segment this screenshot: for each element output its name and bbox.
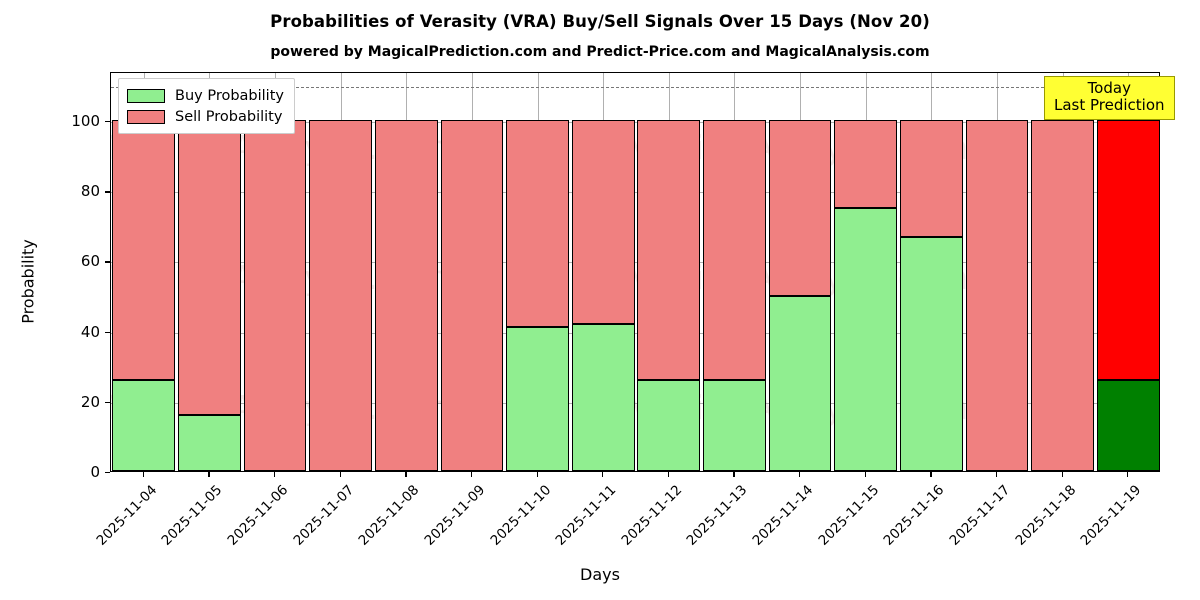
bar-segment-sell[interactable] [440, 120, 504, 471]
bar-group[interactable] [768, 73, 832, 471]
y-tick-label: 60 [80, 252, 100, 271]
bar-group[interactable] [703, 73, 766, 471]
bar-segment-sell[interactable] [768, 120, 832, 296]
x-tick-mark [667, 472, 670, 477]
x-tick-mark [799, 472, 801, 477]
bar-segment-sell[interactable] [374, 120, 438, 471]
chart-legend: Buy Probability Sell Probability [118, 78, 295, 134]
y-tick-mark [105, 121, 110, 123]
x-tick-mark [536, 472, 538, 477]
x-tick-mark [470, 472, 473, 477]
bar-segment-sell[interactable] [1096, 120, 1159, 381]
y-tick-label: 80 [80, 182, 100, 201]
y-tick-mark [105, 472, 110, 474]
x-tick-mark [733, 472, 735, 477]
gridline-horizontal [111, 122, 1159, 124]
bar-group[interactable] [965, 73, 1029, 471]
bar-segment-buy[interactable] [768, 295, 832, 471]
bar-group[interactable] [374, 73, 438, 471]
y-tick-label: 20 [80, 392, 100, 411]
bar-segment-buy[interactable] [637, 380, 701, 471]
y-tick-label: 40 [80, 322, 100, 341]
legend-item-sell[interactable]: Sell Probability [127, 106, 284, 127]
legend-swatch-sell [127, 109, 165, 124]
bar-group[interactable] [309, 73, 372, 471]
bar-segment-buy[interactable] [899, 236, 963, 471]
bar-segment-sell[interactable] [243, 120, 307, 471]
bar-segment-sell[interactable] [571, 120, 635, 324]
bar-segment-buy[interactable] [834, 207, 897, 471]
x-tick-mark [864, 472, 866, 477]
bar-segment-sell[interactable] [899, 120, 963, 237]
bar-segment-sell[interactable] [965, 120, 1029, 471]
legend-label-buy: Buy Probability [175, 87, 284, 104]
bar-segment-buy[interactable] [506, 327, 569, 471]
legend-label-sell: Sell Probability [175, 108, 283, 125]
bar-group[interactable] [571, 73, 635, 471]
bar-group[interactable] [1096, 73, 1159, 471]
bar-group[interactable] [1031, 73, 1094, 471]
x-tick-mark [1061, 472, 1063, 477]
y-tick-mark [105, 401, 110, 404]
bar-group[interactable] [899, 73, 963, 471]
x-tick-mark [405, 472, 407, 477]
bar-segment-buy[interactable] [571, 323, 635, 471]
x-tick-mark [274, 472, 276, 477]
x-tick-mark [1127, 472, 1129, 477]
gridline-horizontal [111, 402, 1159, 404]
bar-segment-buy[interactable] [703, 380, 766, 471]
gridline-horizontal [111, 192, 1159, 194]
x-tick-mark [339, 472, 341, 477]
bar-segment-sell[interactable] [834, 120, 897, 208]
x-tick-mark [208, 472, 210, 477]
x-tick-mark [142, 472, 145, 477]
bar-segment-sell[interactable] [178, 120, 241, 415]
y-tick-mark [105, 331, 110, 333]
bar-segment-buy[interactable] [112, 380, 176, 471]
y-axis-label: Probability [18, 239, 38, 324]
bar-group[interactable] [243, 73, 307, 471]
bar-segment-sell[interactable] [112, 120, 176, 381]
bar-segment-sell[interactable] [703, 120, 766, 381]
x-tick-mark [930, 472, 932, 477]
bar-segment-buy[interactable] [178, 414, 241, 471]
bars-layer [111, 73, 1159, 471]
y-tick-label: 0 [90, 463, 100, 481]
bar-segment-sell[interactable] [637, 120, 701, 381]
bar-group[interactable] [112, 73, 176, 471]
threshold-line [111, 87, 1159, 89]
bar-group[interactable] [834, 73, 897, 471]
gridline-horizontal [111, 262, 1159, 264]
today-annotation: Today Last Prediction [1044, 76, 1175, 120]
y-tick-mark [105, 261, 110, 263]
legend-swatch-buy [127, 88, 165, 103]
chart-subtitle: powered by MagicalPrediction.com and Pre… [270, 44, 930, 60]
today-annotation-line1: Today [1087, 79, 1131, 97]
bar-group[interactable] [637, 73, 701, 471]
bar-segment-sell[interactable] [506, 120, 569, 328]
bar-segment-sell[interactable] [1031, 120, 1094, 471]
x-tick-mark [602, 472, 604, 477]
page-title: Probabilities of Verasity (VRA) Buy/Sell… [270, 12, 930, 31]
x-axis-label: Days [580, 565, 620, 584]
bar-segment-buy[interactable] [1096, 380, 1159, 471]
y-tick-mark [105, 191, 110, 193]
x-tick-mark [995, 472, 998, 477]
bar-group[interactable] [440, 73, 504, 471]
legend-item-buy[interactable]: Buy Probability [127, 85, 284, 106]
today-annotation-line2: Last Prediction [1054, 95, 1165, 114]
bar-segment-sell[interactable] [309, 120, 372, 471]
y-tick-label: 100 [71, 112, 100, 131]
bar-group[interactable] [506, 73, 569, 471]
gridline-horizontal [111, 332, 1159, 334]
bar-group[interactable] [178, 73, 241, 471]
